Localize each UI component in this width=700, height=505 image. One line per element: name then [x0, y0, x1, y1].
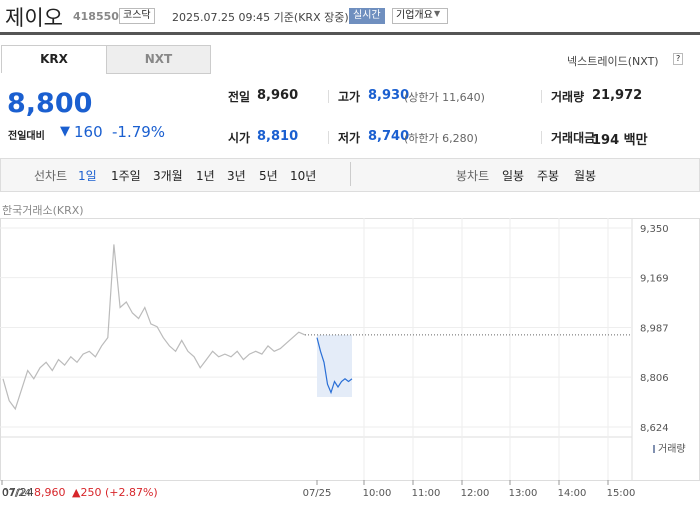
- candle-option[interactable]: 월봉: [574, 169, 597, 183]
- footer-change: ▲250 (+2.87%): [72, 486, 158, 499]
- stat-note: (하한가 6,280): [404, 132, 478, 145]
- y-tick-label: 8,987: [640, 324, 669, 335]
- stat-separator: [328, 131, 329, 144]
- y-tick-label: 9,169: [640, 274, 669, 285]
- stat-label: 고가: [338, 90, 361, 104]
- stat-value: 8,740: [368, 129, 410, 144]
- x-tick-label: 10:00: [363, 488, 392, 499]
- stat-separator: [541, 90, 542, 103]
- y-tick-label: 8,806: [640, 373, 669, 384]
- period-option[interactable]: 3개월: [153, 169, 183, 183]
- x-tick-label: 13:00: [509, 488, 538, 499]
- today-line: [316, 337, 353, 395]
- nxt-link[interactable]: 넥스트레이드(NXT): [567, 55, 659, 68]
- candle-option[interactable]: 주봉: [537, 169, 560, 183]
- chart-source: 한국거래소(KRX): [2, 204, 84, 217]
- down-arrow: ▼: [60, 124, 70, 139]
- realtime-badge[interactable]: 실시간: [349, 8, 385, 24]
- x-tick-label: 07/24: [2, 488, 31, 499]
- header-rule: [0, 32, 700, 35]
- footer-date: 07/24: [2, 486, 34, 499]
- stat-separator: [541, 131, 542, 144]
- period-option[interactable]: 1일: [78, 169, 97, 183]
- volume-label: 거래량: [658, 443, 686, 455]
- stat-value: 194 백만: [592, 133, 648, 148]
- period-option[interactable]: 1년: [196, 169, 215, 183]
- price-change: 160: [74, 123, 103, 141]
- x-tick-label: 07/25: [303, 488, 332, 499]
- stat-note: (상한가 11,640): [404, 91, 485, 104]
- period-option[interactable]: 3년: [227, 169, 246, 183]
- y-tick-label: 8,624: [640, 423, 669, 434]
- change-rate: -1.79%: [112, 123, 166, 141]
- volume-legend-icon: [653, 445, 655, 453]
- stat-label: 시가: [228, 131, 251, 145]
- stat-value: 8,930: [368, 88, 410, 103]
- timestamp: 2025.07.25 09:45 기준(KRX 장중): [172, 11, 349, 24]
- stat-label: 거래대금: [551, 131, 596, 145]
- stat-value: 8,810: [257, 129, 299, 144]
- x-tick-label: 11:00: [412, 488, 441, 499]
- period-option[interactable]: 5년: [259, 169, 278, 183]
- footer-close: 8,960: [34, 486, 66, 499]
- x-tick-label: 14:00: [558, 488, 587, 499]
- company-info-button[interactable]: 기업개요: [392, 8, 448, 24]
- period-option[interactable]: 10년: [290, 169, 317, 183]
- nxt-tab[interactable]: NXT: [106, 45, 211, 74]
- dropdown-arrow: ▼: [434, 9, 441, 18]
- stock-code: 418550: [73, 10, 119, 23]
- market-badge: 코스닥: [119, 8, 155, 24]
- period-option[interactable]: 1주일: [111, 169, 141, 183]
- stat-separator: [328, 90, 329, 103]
- stock-name: 제이오: [5, 6, 63, 30]
- candle-chart-label: 봉차트: [456, 169, 490, 183]
- today-area: [317, 334, 352, 397]
- x-tick-label: 12:00: [461, 488, 490, 499]
- x-tick-label: 15:00: [607, 488, 636, 499]
- stat-label: 거래량: [551, 90, 585, 104]
- current-price: 8,800: [7, 88, 93, 119]
- stat-value: 8,960: [257, 88, 299, 103]
- previous-day-line: [2, 244, 306, 411]
- y-tick-label: 9,350: [640, 224, 669, 235]
- help-icon[interactable]: ?: [673, 53, 684, 65]
- candle-option[interactable]: 일봉: [502, 169, 525, 183]
- stat-label: 전일: [228, 90, 251, 104]
- period-separator: [350, 162, 351, 186]
- line-chart-label: 선차트: [34, 169, 68, 183]
- change-label: 전일대비: [8, 131, 45, 142]
- stat-label: 저가: [338, 131, 361, 145]
- stat-value: 21,972: [592, 88, 643, 103]
